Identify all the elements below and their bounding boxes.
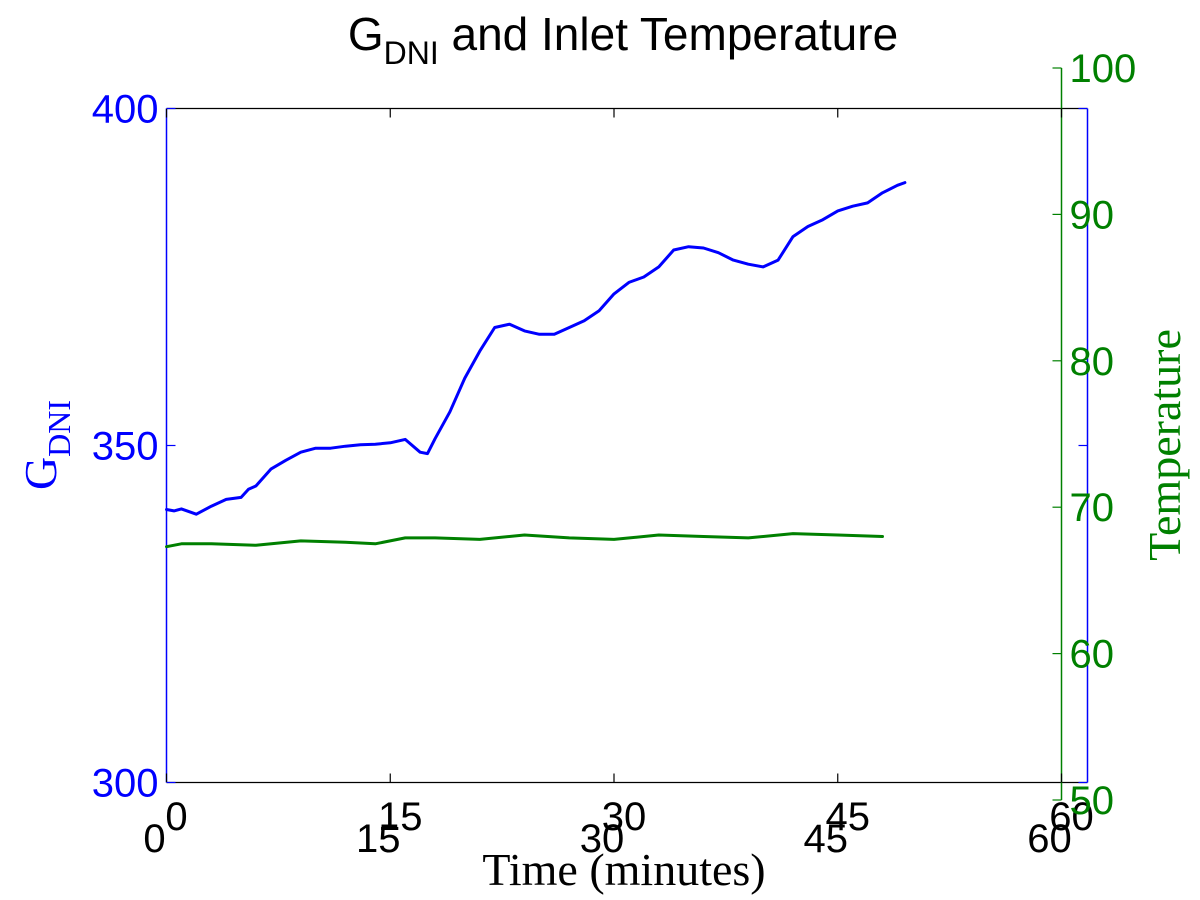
- x-axis-label: Time (minutes): [482, 844, 765, 895]
- y-right-tick-label: 60: [1070, 633, 1115, 677]
- chart-title-main: G: [348, 8, 384, 60]
- chart-title-sub: DNI: [384, 35, 439, 71]
- series-line-temperature: [165, 532, 884, 549]
- x-tick-label: 45: [804, 817, 849, 861]
- x-overlay-tick-label: 15: [378, 795, 423, 839]
- x-overlay-tick-label: 0: [165, 795, 187, 839]
- y-right-tick-label: 50: [1070, 779, 1115, 823]
- y-left-tick-label: 350: [92, 425, 159, 469]
- y-axis-left-label: GDNI: [15, 400, 77, 490]
- series-layer: [165, 181, 907, 549]
- x-overlay-tick-label: 30: [602, 795, 647, 839]
- chart-title-rest: and Inlet Temperature: [439, 8, 898, 60]
- x-tick-label: 60: [1027, 817, 1072, 861]
- y-axis-left-label-main: G: [15, 457, 66, 490]
- y-axis-right-label: Temperature: [1139, 329, 1190, 561]
- series-line-gdni: [165, 181, 907, 516]
- chart-title: GDNI and Inlet Temperature: [348, 8, 898, 71]
- y-right-tick-label: 90: [1070, 193, 1115, 237]
- y-right-tick-label: 70: [1070, 486, 1115, 530]
- y-right-tick-label: 100: [1070, 47, 1137, 91]
- y-left-tick-label: 400: [92, 88, 159, 132]
- y-right-tick-label: 80: [1070, 340, 1115, 384]
- x-tick-label: 0: [143, 817, 165, 861]
- x-overlay-tick-label: 45: [826, 795, 871, 839]
- plot-area: [165, 68, 1089, 800]
- y-left-tick-label: 300: [92, 762, 159, 806]
- x-tick-label: 30: [580, 817, 625, 861]
- y-axis-left-label-sub: DNI: [41, 400, 77, 457]
- x-tick-label: 15: [356, 817, 401, 861]
- x-overlay-tick-label: 60: [1049, 795, 1094, 839]
